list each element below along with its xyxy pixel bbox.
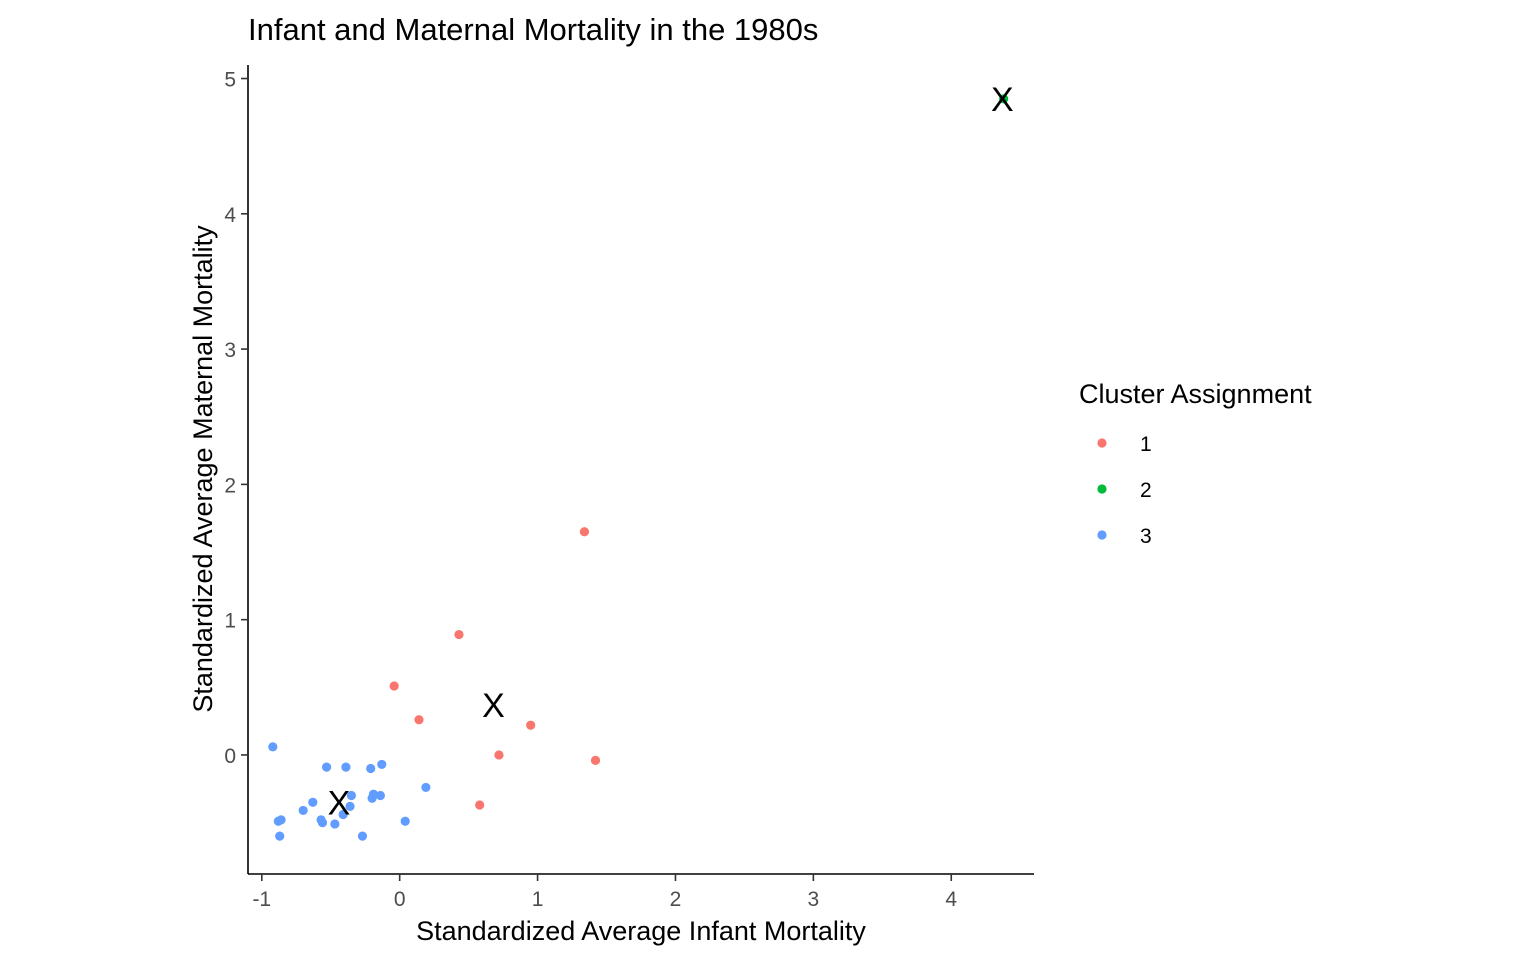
plot-area: X X X [268,81,1014,841]
data-point-cluster-3 [345,801,355,811]
data-point-cluster-3 [357,831,368,841]
data-point-cluster-3 [377,759,387,770]
y-tick-label: 0 [224,745,236,768]
data-point-cluster-1 [494,750,504,760]
centroid-marker: X [482,687,505,725]
data-point-cluster-3 [322,762,332,772]
data-point-cluster-1 [414,715,424,725]
legend-title: Cluster Assignment [1079,379,1312,409]
x-tick-label: 4 [945,888,957,911]
data-point-cluster-3 [375,790,385,801]
data-point-cluster-3 [330,819,340,829]
data-point-cluster-3 [400,816,410,826]
data-point-cluster-2 [999,94,1009,104]
data-point-cluster-1 [579,527,590,537]
data-point-cluster-1 [526,720,536,730]
y-tick-label: 4 [224,204,236,227]
y-tick-label: 5 [224,69,236,92]
data-point-cluster-3 [421,782,431,793]
data-point-cluster-3 [308,797,318,807]
y-axis-ticks: 0 1 2 3 4 5 [224,69,248,768]
data-point-cluster-1 [475,800,485,810]
x-tick-label: -1 [252,888,271,911]
data-point-cluster-1 [454,629,464,640]
y-tick-label: 1 [224,610,236,633]
x-tick-label: 0 [394,888,406,911]
data-point-cluster-3 [366,763,376,774]
data-point-cluster-3 [367,793,377,803]
data-point-cluster-3 [341,762,351,772]
legend-label-1: 1 [1140,433,1152,456]
x-tick-label: 3 [808,888,820,911]
x-axis-title: Standardized Average Infant Mortality [416,916,866,946]
centroid-marker: X [328,784,351,822]
data-point-cluster-3 [268,742,278,752]
data-point-cluster-3 [317,817,328,828]
x-axis-ticks: -1 0 1 2 3 4 [252,874,957,911]
data-point-cluster-3 [338,809,348,820]
data-point-cluster-3 [346,790,357,801]
legend: Cluster Assignment 1 2 3 [1079,379,1312,548]
x-tick-label: 1 [532,888,544,911]
legend-key-2 [1097,484,1107,494]
legend-key-1 [1097,438,1107,448]
y-tick-label: 2 [224,474,236,497]
x-tick-label: 2 [670,888,682,911]
chart-title: Infant and Maternal Mortality in the 198… [248,12,818,47]
data-point-cluster-3 [298,805,308,816]
centroid-marker: X [991,81,1014,119]
data-point-cluster-3 [275,831,285,841]
y-tick-label: 3 [224,339,236,362]
data-point-cluster-3 [273,816,283,826]
data-point-cluster-1 [590,755,601,765]
legend-label-2: 2 [1140,479,1152,502]
data-point-cluster-1 [389,681,399,691]
legend-key-3 [1097,530,1107,540]
y-axis-title: Standardized Average Maternal Mortality [188,225,218,713]
legend-label-3: 3 [1140,525,1152,548]
